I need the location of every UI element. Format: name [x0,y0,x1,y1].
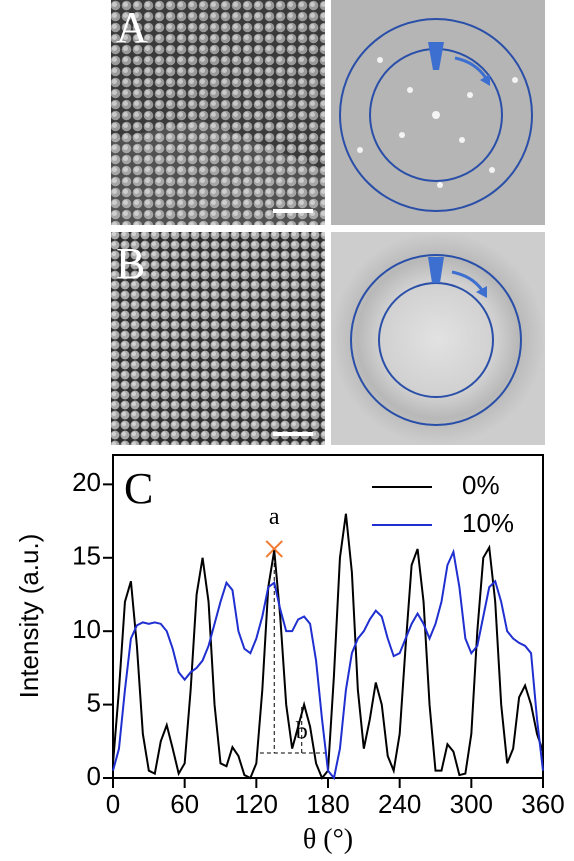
peak-marker [265,540,283,558]
y-tick-label: 20 [72,467,101,497]
line-series [112,513,544,780]
x-tick-label: 60 [170,789,199,819]
panel-label: C [124,464,153,513]
annotation: a [269,504,280,530]
legend-label: 10% [462,508,514,538]
line-series [112,548,544,781]
x-tick-label: 300 [450,789,493,819]
x-axis-label: θ (°) [303,824,353,855]
sem-image-a [111,0,325,225]
y-axis-label: Intensity (a.u.) [14,534,44,699]
y-tick-label: 15 [72,541,101,571]
x-tick-label: 0 [106,789,120,819]
x-tick-label: 240 [378,789,421,819]
y-tick-label: 5 [87,687,101,717]
legend-label: 0% [462,470,500,500]
panel-label: B [116,239,145,288]
fft-image-b [331,232,545,445]
y-tick-label: 10 [72,614,101,644]
panel-label: A [116,3,148,52]
fft-image-a [331,0,545,225]
x-tick-label: 180 [306,789,349,819]
y-tick-label: 0 [87,761,101,791]
x-tick-label: 360 [521,789,564,819]
sem-image-b [111,232,325,445]
x-tick-label: 120 [235,789,278,819]
